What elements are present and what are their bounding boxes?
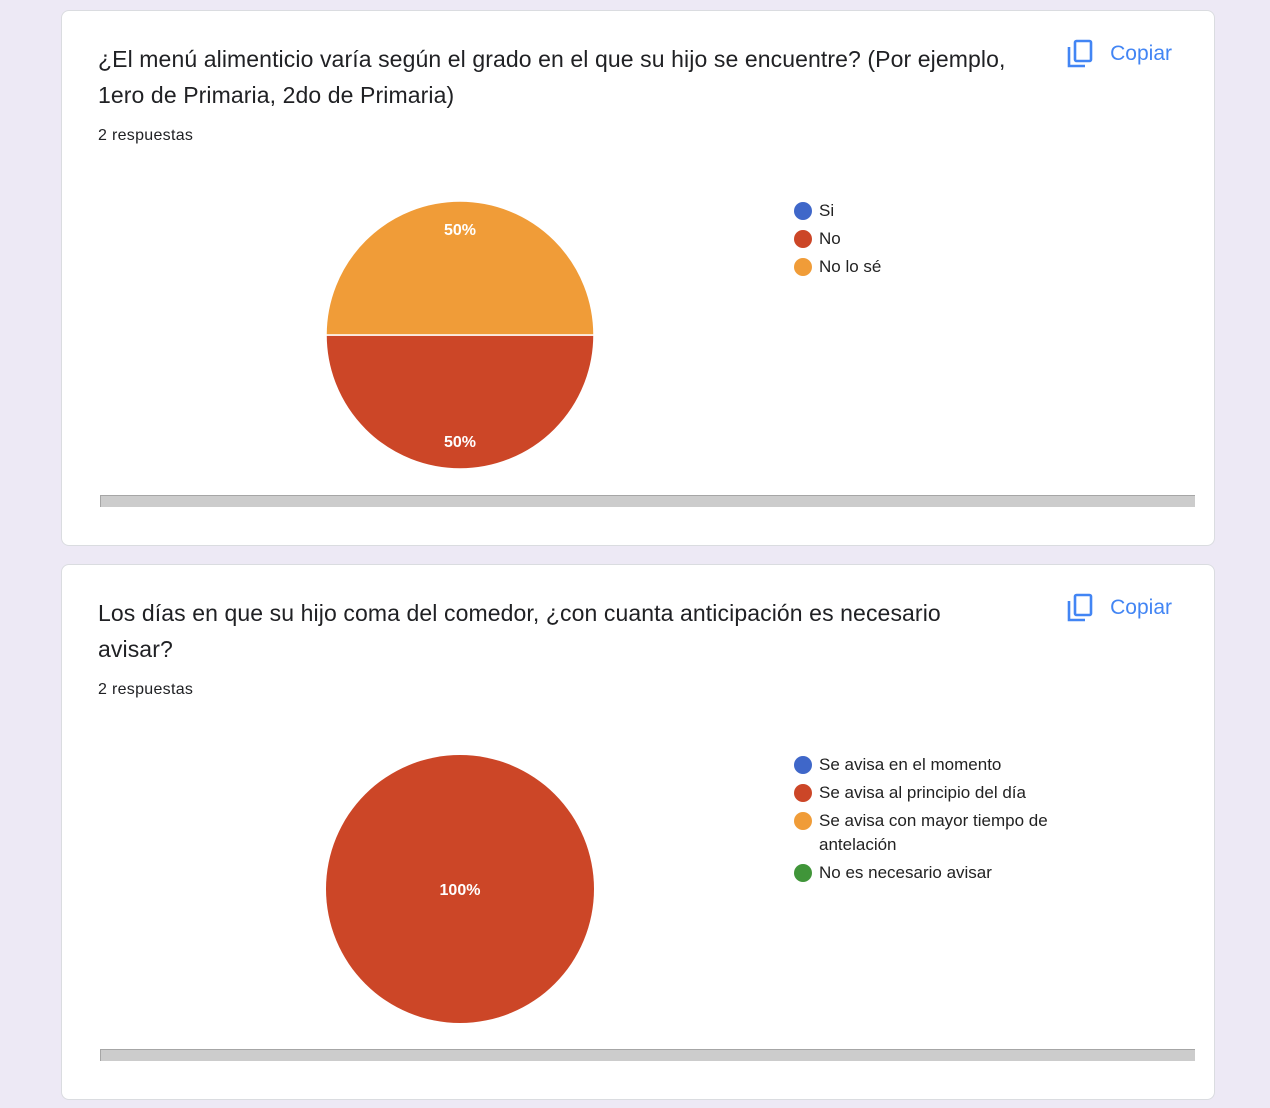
question-card: ¿El menú alimenticio varía según el grad… — [61, 10, 1215, 546]
question-title: Los días en que su hijo coma del comedor… — [98, 600, 941, 662]
legend-color-dot — [794, 812, 812, 830]
legend-color-dot — [794, 784, 812, 802]
chart-legend: Si No No lo sé — [794, 199, 1084, 283]
pie-chart: 100% — [326, 755, 594, 1023]
legend-item: Se avisa al principio del día — [794, 781, 1084, 805]
legend-item: Si — [794, 199, 1084, 223]
legend-color-dot — [794, 202, 812, 220]
pie-data-label: 50% — [444, 434, 476, 451]
pie-data-label: 100% — [440, 882, 481, 899]
horizontal-scrollbar[interactable] — [100, 1049, 1195, 1061]
chart-legend: Se avisa en el momento Se avisa al princi… — [794, 753, 1084, 889]
legend-color-dot — [794, 230, 812, 248]
response-count: 2 respuestas — [98, 681, 194, 698]
pie-slice-se-avisa-al-principio-del-día — [326, 755, 594, 1023]
copy-button[interactable]: Copiar — [1066, 39, 1172, 69]
legend-label: Se avisa en el momento — [819, 755, 1002, 774]
question-card: Los días en que su hijo coma del comedor… — [61, 564, 1215, 1100]
legend-color-dot — [794, 258, 812, 276]
legend-item: No es necesario avisar — [794, 861, 1084, 885]
legend-color-dot — [794, 756, 812, 774]
pie-chart: 50% 50% — [325, 200, 595, 470]
copy-icon — [1066, 593, 1094, 623]
legend-item: Se avisa en el momento — [794, 753, 1084, 777]
copy-icon — [1066, 39, 1094, 69]
copy-button[interactable]: Copiar — [1066, 593, 1172, 623]
horizontal-scrollbar[interactable] — [100, 495, 1195, 507]
legend-label: Si — [819, 201, 835, 220]
legend-label: Se avisa al principio del día — [819, 783, 1026, 802]
question-title: ¿El menú alimenticio varía según el grad… — [98, 46, 1006, 108]
legend-label: No es necesario avisar — [819, 863, 992, 882]
legend-label: No — [819, 229, 841, 248]
legend-item: Se avisa con mayor tiempo de antelación — [794, 809, 1084, 857]
response-count: 2 respuestas — [98, 127, 194, 144]
copy-label: Copiar — [1110, 42, 1172, 65]
legend-color-dot — [794, 864, 812, 882]
pie-slice-no — [325, 334, 595, 470]
legend-item: No — [794, 227, 1084, 251]
pie-data-label: 50% — [444, 222, 476, 239]
legend-item: No lo sé — [794, 255, 1084, 279]
copy-label: Copiar — [1110, 596, 1172, 619]
legend-label: No lo sé — [819, 257, 882, 276]
legend-label: Se avisa con mayor tiempo de antelación — [819, 811, 1048, 854]
pie-slice-no-lo-sé — [325, 200, 595, 336]
